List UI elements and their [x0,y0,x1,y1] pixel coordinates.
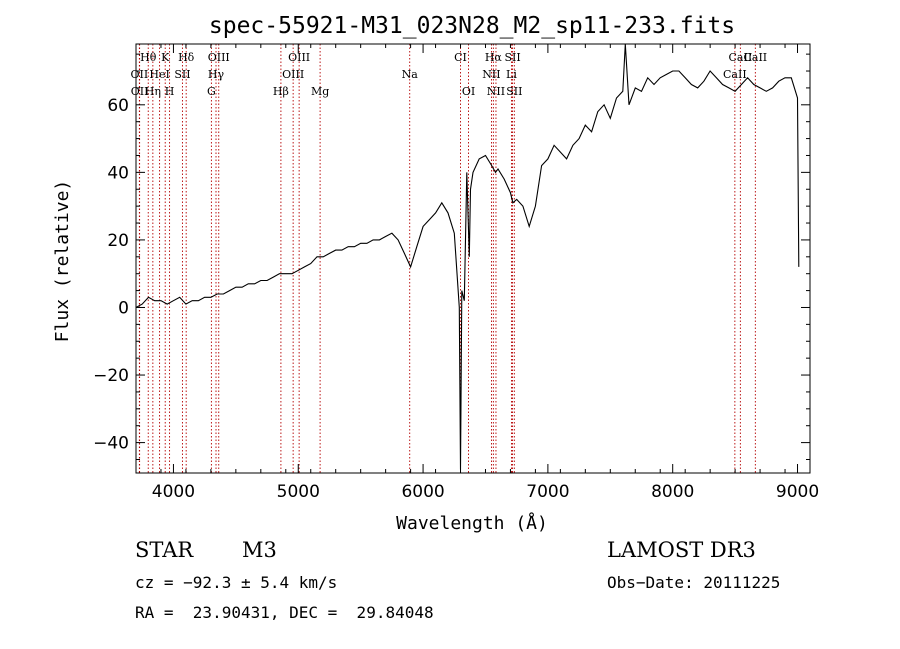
emission-line-label: Hθ [140,51,157,64]
emission-line-label: CaII [729,51,753,64]
survey-name: LAMOST DR3 [607,538,756,562]
emission-line-label: SII [174,68,190,81]
emission-line-label: SII [506,85,522,98]
emission-line-label: Hγ [208,68,225,81]
emission-line-label: Hη [145,85,161,98]
x-axis-label: Wavelength (Å) [396,512,548,534]
emission-line-label: Na [402,68,419,81]
emission-line-label: H [165,85,175,98]
emission-line-label: HeI [149,68,169,81]
x-tick-label: 4000 [152,482,195,502]
y-tick-label: 20 [107,231,129,251]
plot-frame [135,43,811,474]
spectrum-line [135,43,800,470]
emission-line-label: Mg [311,85,329,98]
emission-line-label: CI [454,51,467,64]
y-axis-label: Flux (relative) [52,180,73,343]
y-tick-label: 60 [107,96,129,116]
x-tick-label: 9000 [776,482,819,502]
emission-line-label: SII [504,51,520,64]
emission-line-label: OII [131,68,149,81]
emission-line-label: NII [482,68,500,81]
emission-line-label: K [161,51,170,64]
emission-line-label: Hα [485,51,503,64]
y-tick-label: −40 [93,434,129,454]
emission-line-label: OII [131,85,149,98]
coordinates: RA = 23.90431, DEC = 29.84048 [135,603,434,622]
emission-lines-layer [138,44,756,473]
y-tick-label: 40 [107,163,129,183]
emission-line-label: NII [487,85,505,98]
x-tick-label: 5000 [277,482,320,502]
observation-date: Obs−Date: 20111225 [607,573,781,592]
emission-line-label: Hβ [273,85,289,98]
emission-line-label: G [207,85,216,98]
chart-title: spec-55921-M31_023N28_M2_sp11-233.fits [209,13,735,39]
emission-line-label: OIII [282,68,304,81]
emission-line-label: Li [506,68,517,81]
redshift-velocity: cz = −92.3 ± 5.4 km/s [135,573,338,592]
axis-ticks: 4000 5000 6000 7000 8000 9000 −40 −20 0 20 40 60 [93,44,819,502]
emission-line-label: CaII [743,51,767,64]
emission-line-label: OIII [288,51,310,64]
emission-line-label: OI [462,85,475,98]
y-tick-label: −20 [93,366,129,386]
x-tick-label: 7000 [526,482,569,502]
object-subclass: M3 [242,538,277,562]
y-tick-label: 0 [118,298,129,318]
emission-line-label: Hδ [178,51,195,64]
spectrum-chart: spec-55921-M31_023N28_M2_sp11-233.fits H… [52,13,819,534]
x-tick-label: 8000 [651,482,694,502]
object-class: STAR [135,538,194,562]
emission-line-label: OIII [208,51,230,64]
emission-line-label: CaII [723,68,747,81]
x-tick-label: 6000 [401,482,444,502]
